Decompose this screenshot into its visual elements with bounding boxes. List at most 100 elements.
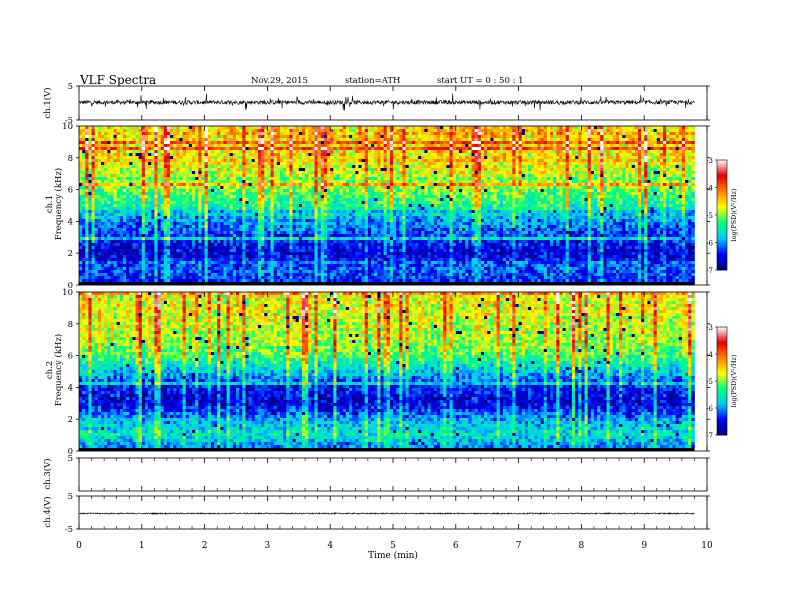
spec1-cells-cell: [613, 159, 617, 162]
spec1-cells-cell: [688, 177, 692, 180]
spec1-cells-cell: [512, 165, 516, 168]
spec1-cells-cell: [136, 174, 140, 177]
spec1-cells-cell: [450, 171, 454, 174]
spec1-cells-cell: [660, 192, 664, 195]
spec1-cells-cell: [509, 180, 513, 183]
spec1-cells-cell: [252, 192, 256, 195]
spec1-cells-cell: [343, 147, 347, 150]
spec1-cells-cell: [101, 183, 105, 186]
spec1-cells-cell: [603, 132, 607, 135]
vlf-spectra-figure: VLF Spectra Nov.29, 2015 station=ATH sta…: [0, 0, 792, 612]
spec1-cells-cell: [296, 177, 300, 180]
spec1-cells-cell: [569, 159, 573, 162]
spec1-cells-cell: [374, 135, 378, 138]
spec1-cells-cell: [324, 153, 328, 156]
spec1-cells-cell: [142, 144, 146, 147]
spec1-cells-cell: [214, 201, 218, 204]
spec1-cells-cell: [114, 198, 118, 201]
spec1-cells-cell: [340, 156, 344, 159]
spec1-cells-cell: [255, 144, 259, 147]
spec1-cells-cell: [236, 201, 240, 204]
spec1-cells-cell: [688, 192, 692, 195]
spec1-cells-cell: [500, 159, 504, 162]
spec1-cells-cell: [409, 168, 413, 171]
spec1-cells-cell: [581, 135, 585, 138]
spec1-cells-cell: [481, 156, 485, 159]
spec1-cells-cell: [428, 165, 432, 168]
spec1-cells-cell: [685, 156, 689, 159]
spec1-cells-cell: [390, 180, 394, 183]
spec1-cells-cell: [79, 189, 83, 192]
spec1-cells-cell: [217, 177, 221, 180]
spec1-cells-cell: [672, 180, 676, 183]
spec1-cells-cell: [591, 132, 595, 135]
spec1-cells-cell: [500, 186, 504, 189]
spec1-cells-cell: [544, 156, 548, 159]
spec1-cells-cell: [79, 129, 83, 132]
spec1-cells-cell: [588, 153, 592, 156]
spec1-cells-cell: [151, 150, 155, 153]
spec1-cells-cell: [179, 144, 183, 147]
spec1-cells-cell: [475, 183, 479, 186]
spec1-cells-cell: [632, 189, 636, 192]
spec1-cells-cell: [421, 192, 425, 195]
spec1-cells-cell: [418, 156, 422, 159]
spec1-cells-cell: [327, 138, 331, 141]
spec1-cells-cell: [299, 168, 303, 171]
spec1-cells-cell: [415, 186, 419, 189]
spec1-cells-cell: [468, 183, 472, 186]
spec1-cells-cell: [245, 189, 249, 192]
spec1-cells-cell: [107, 156, 111, 159]
spec1-cells-cell: [660, 129, 664, 132]
spec1-cells-cell: [179, 201, 183, 204]
spec1-cells-cell: [456, 195, 460, 198]
spec1-cells-cell: [158, 171, 162, 174]
spec1-cells-cell: [352, 135, 356, 138]
spec1-cells-cell: [528, 141, 532, 144]
spec1-cells-cell: [632, 129, 636, 132]
spec1-cells-cell: [575, 144, 579, 147]
spec1-cells-cell: [220, 132, 224, 135]
spec1-cells-cell: [622, 132, 626, 135]
spec1-cells-cell: [440, 135, 444, 138]
spec1-cells-cell: [352, 162, 356, 165]
spec1-cells-cell: [660, 189, 664, 192]
spec1-cells-cell: [443, 162, 447, 165]
spec1-cells-cell: [179, 129, 183, 132]
spec1-cells-cell: [362, 141, 366, 144]
spec1-cells-cell: [267, 138, 271, 141]
spec1-cells-cell: [663, 162, 667, 165]
spec1-cells-cell: [679, 168, 683, 171]
spec1-cells-cell: [418, 165, 422, 168]
spec1-cells-cell: [393, 192, 397, 195]
spec1-cells-cell: [176, 153, 180, 156]
spec1-cells-cell: [242, 198, 246, 201]
spec1-cells-cell: [654, 153, 658, 156]
spec1-cells-cell: [500, 135, 504, 138]
spec1-cells-cell: [233, 195, 237, 198]
spec1-cells-cell: [211, 162, 215, 165]
spec1-cells-cell: [117, 180, 121, 183]
spec1-cells-cell: [679, 144, 683, 147]
spec1-cells-cell: [117, 156, 121, 159]
spec1-cells-cell: [95, 153, 99, 156]
spec1-cells-cell: [478, 180, 482, 183]
spec1-cells-cell: [79, 168, 83, 171]
spec1-cells-cell: [607, 150, 611, 153]
spec1-cells-cell: [607, 144, 611, 147]
spec1-cells-cell: [349, 183, 353, 186]
spec1-cells-cell: [512, 189, 516, 192]
spec1-cells-cell: [440, 126, 444, 129]
spec1-cells-cell: [173, 147, 177, 150]
spec1-cells-cell: [170, 153, 174, 156]
spec1-cells-cell: [588, 126, 592, 129]
spec1-cells-cell: [311, 186, 315, 189]
spec1-cells-cell: [107, 150, 111, 153]
spec1-cells-cell: [647, 147, 651, 150]
spec1-cells-cell: [450, 153, 454, 156]
spec1-cells-cell: [195, 153, 199, 156]
spec1-cells-cell: [371, 171, 375, 174]
spec1-cells-cell: [663, 189, 667, 192]
spec1-cells-cell: [365, 174, 369, 177]
spec1-cells-cell: [183, 183, 187, 186]
